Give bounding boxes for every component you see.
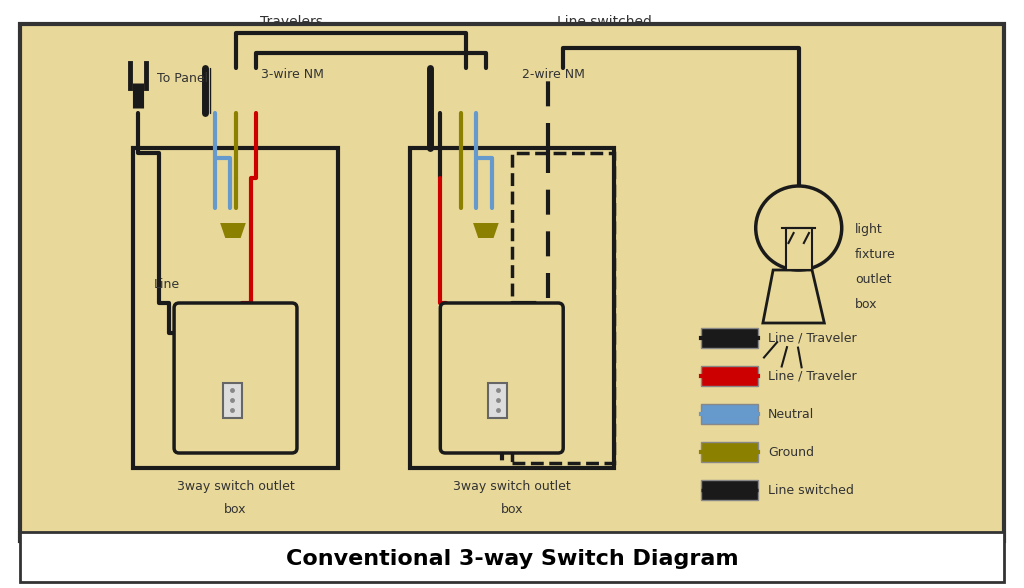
Text: box: box (855, 298, 878, 311)
Text: 3way switch outlet: 3way switch outlet (454, 480, 570, 493)
Bar (512, 153, 614, 463)
Text: To Panel: To Panel (157, 72, 208, 85)
Text: box: box (501, 503, 523, 516)
Bar (223, 383, 242, 418)
Bar (133, 148, 338, 468)
Bar (488, 383, 507, 418)
FancyBboxPatch shape (174, 303, 297, 453)
Bar (701, 404, 758, 424)
Bar (701, 366, 758, 386)
Text: Line switched: Line switched (768, 483, 854, 496)
Bar (410, 148, 614, 468)
Text: 3-wire NM: 3-wire NM (261, 68, 324, 81)
Text: light: light (855, 223, 883, 236)
Text: 2-wire NM: 2-wire NM (522, 68, 585, 81)
Text: box: box (224, 503, 247, 516)
Bar (20, 24, 1004, 541)
Text: Line / Traveler: Line / Traveler (768, 332, 857, 345)
Text: 3way switch outlet: 3way switch outlet (177, 480, 294, 493)
Polygon shape (763, 270, 824, 323)
Bar (701, 442, 758, 462)
Text: Line switched: Line switched (557, 15, 651, 29)
Bar (20, 532, 1004, 582)
Text: Conventional 3-way Switch Diagram: Conventional 3-way Switch Diagram (286, 549, 738, 569)
Text: Line: Line (154, 278, 180, 291)
Text: Neutral: Neutral (768, 407, 814, 420)
Text: fixture: fixture (855, 248, 896, 261)
Polygon shape (473, 223, 499, 238)
Bar (786, 228, 812, 270)
Text: Ground: Ground (768, 446, 814, 459)
Text: outlet: outlet (855, 273, 892, 286)
Bar (701, 328, 758, 348)
Circle shape (756, 186, 842, 270)
Bar (701, 480, 758, 500)
FancyBboxPatch shape (440, 303, 563, 453)
Polygon shape (220, 223, 246, 238)
Text: Line / Traveler: Line / Traveler (768, 369, 857, 383)
Text: Travelers: Travelers (260, 15, 324, 29)
